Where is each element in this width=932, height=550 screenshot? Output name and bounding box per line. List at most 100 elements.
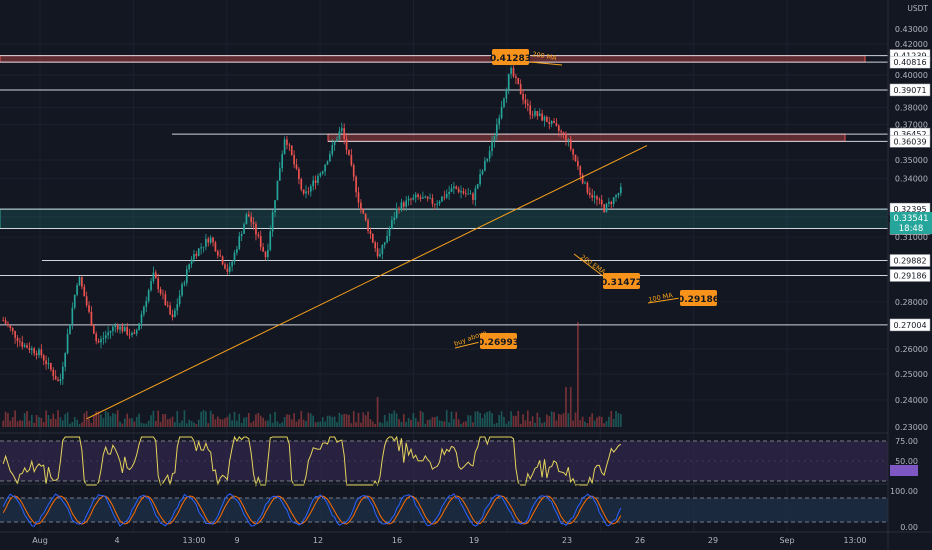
volume-bar: [398, 419, 400, 427]
candle: [534, 111, 536, 116]
candle: [495, 124, 498, 137]
level-tag-label: 0.39071: [893, 86, 926, 95]
candle: [157, 278, 160, 289]
candle: [329, 154, 331, 162]
volume-bar: [364, 415, 367, 427]
volume-bar: [240, 423, 243, 427]
level-lines: [0, 55, 888, 326]
volume-bar: [512, 415, 515, 427]
ma200-annotation[interactable]: 0.41283 200 MA: [490, 49, 563, 66]
candle: [550, 120, 553, 125]
volume-bar: [612, 418, 615, 427]
candle: [135, 330, 138, 334]
volume-bar: [57, 410, 59, 427]
candle: [383, 242, 386, 245]
candle: [59, 379, 62, 382]
volume-bar: [422, 412, 424, 427]
rsi-pane[interactable]: [0, 432, 888, 487]
ma100-value: 0.29186: [678, 295, 719, 305]
candle: [362, 209, 365, 214]
candle: [593, 196, 596, 198]
candle: [267, 249, 269, 258]
candle: [340, 128, 343, 132]
volume-bar: [610, 410, 613, 427]
candle: [236, 248, 238, 253]
candle: [376, 248, 379, 257]
candle: [240, 233, 243, 237]
volume-bar: [577, 322, 579, 427]
volume-bar: [262, 417, 264, 427]
candle: [429, 198, 431, 199]
volume-bar: [317, 421, 319, 427]
trendline[interactable]: [86, 145, 648, 420]
volume-bar: [591, 413, 594, 427]
rsi-line: [2, 435, 622, 487]
candle: [484, 160, 486, 171]
volume-bar: [619, 413, 622, 427]
candle: [14, 330, 16, 338]
candle: [450, 188, 453, 193]
volume-bar: [450, 411, 453, 427]
price-axis[interactable]: 0.43000 0.42000 0.40000 0.38000 0.37000 0.350…: [895, 25, 928, 432]
candle: [314, 180, 317, 183]
volume-bar: [438, 420, 441, 427]
price-tick-label: 0.35000: [895, 156, 928, 165]
candle: [73, 294, 76, 308]
candle: [30, 348, 33, 350]
rsi-tick-label: 75.00: [895, 437, 918, 446]
volume-bar: [586, 423, 589, 427]
candle: [581, 175, 584, 184]
volume-bar: [517, 410, 520, 427]
candle: [190, 259, 193, 265]
candle: [176, 304, 179, 311]
candle: [512, 67, 515, 77]
volume-bar: [345, 414, 348, 427]
candle: [250, 216, 253, 223]
time-tick-label: Aug: [32, 536, 48, 545]
volume-bar: [228, 413, 231, 427]
candle: [159, 288, 162, 294]
stoch-pane[interactable]: [0, 483, 888, 527]
volume-bar: [460, 423, 462, 427]
volume-bar: [7, 413, 9, 427]
candle: [193, 254, 195, 260]
volume-bar: [102, 418, 105, 427]
candle: [569, 139, 572, 150]
candle: [290, 145, 293, 156]
candle: [574, 154, 577, 161]
candle: [140, 314, 143, 324]
candle: [472, 193, 474, 200]
volume-bar: [264, 420, 267, 427]
candle: [116, 325, 119, 330]
volume-bar: [119, 421, 121, 427]
volume-bar: [407, 418, 410, 427]
candle: [548, 122, 551, 125]
volume-bar: [126, 413, 129, 427]
volume-bar: [30, 414, 33, 427]
candle: [216, 251, 219, 256]
candle: [45, 360, 47, 365]
level-tag-label: 0.40816: [893, 58, 926, 67]
rsi-tick-label: 50.00: [895, 457, 918, 466]
time-tick-label: 29: [708, 536, 718, 545]
volume-bar: [395, 413, 398, 427]
volume-bar: [524, 420, 527, 427]
volume-bar: [71, 421, 74, 427]
candle: [123, 327, 126, 332]
candle: [197, 248, 200, 256]
candle: [214, 242, 217, 252]
volume-bar: [557, 414, 560, 427]
volume-bar: [488, 410, 491, 427]
candle: [4, 320, 7, 324]
volume-bar: [197, 419, 200, 427]
volume-bar: [393, 410, 396, 427]
candle: [288, 144, 291, 146]
volume-bar: [45, 410, 47, 427]
rsi-value-badge: [890, 465, 918, 476]
volume-bar: [9, 420, 12, 427]
candle: [185, 269, 188, 283]
time-axis[interactable]: Aug 4 13:00 9 12 16 19 23 26 29 Sep 13:00: [32, 536, 866, 545]
volume-bar: [445, 410, 448, 427]
candle: [54, 376, 57, 380]
